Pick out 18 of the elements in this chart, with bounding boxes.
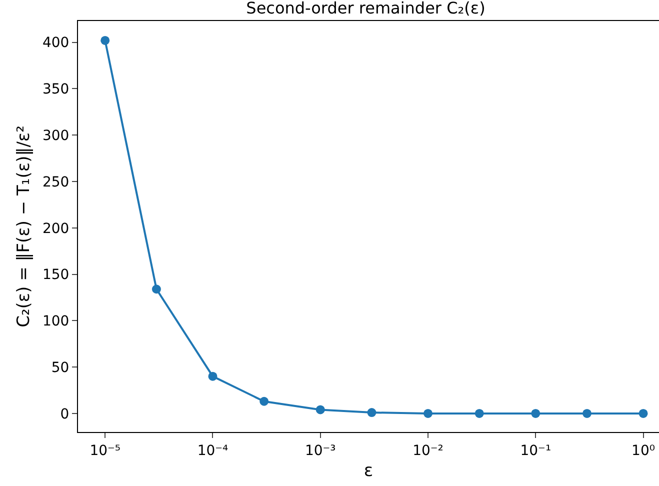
x-tick-label: 10⁻¹ xyxy=(520,442,552,459)
y-tick-label: 250 xyxy=(42,174,70,190)
y-tick-label: 350 xyxy=(42,82,70,98)
y-tick-label: 400 xyxy=(42,35,70,52)
x-tick-label: 10⁻³ xyxy=(304,442,336,459)
y-axis-title: C₂(ε) = ‖F(ε) − T₁(ε)‖/ε² xyxy=(14,126,34,328)
x-tick-label: 10⁻⁴ xyxy=(197,442,229,459)
x-tick-label: 10⁻² xyxy=(412,442,444,459)
y-tick-label: 100 xyxy=(42,314,70,330)
chart-title: Second-order remainder C₂(ε) xyxy=(246,0,486,18)
y-tick-label: 300 xyxy=(42,128,70,144)
x-tick-label: 10⁻⁵ xyxy=(90,442,121,459)
y-tick-label: 0 xyxy=(60,406,70,422)
y-tick-label: 50 xyxy=(51,360,70,376)
x-tick-label: 10⁰ xyxy=(632,442,656,459)
y-tick-label: 150 xyxy=(42,267,70,284)
x-axis-title: ε xyxy=(364,461,374,482)
y-tick-label: 200 xyxy=(42,220,70,237)
